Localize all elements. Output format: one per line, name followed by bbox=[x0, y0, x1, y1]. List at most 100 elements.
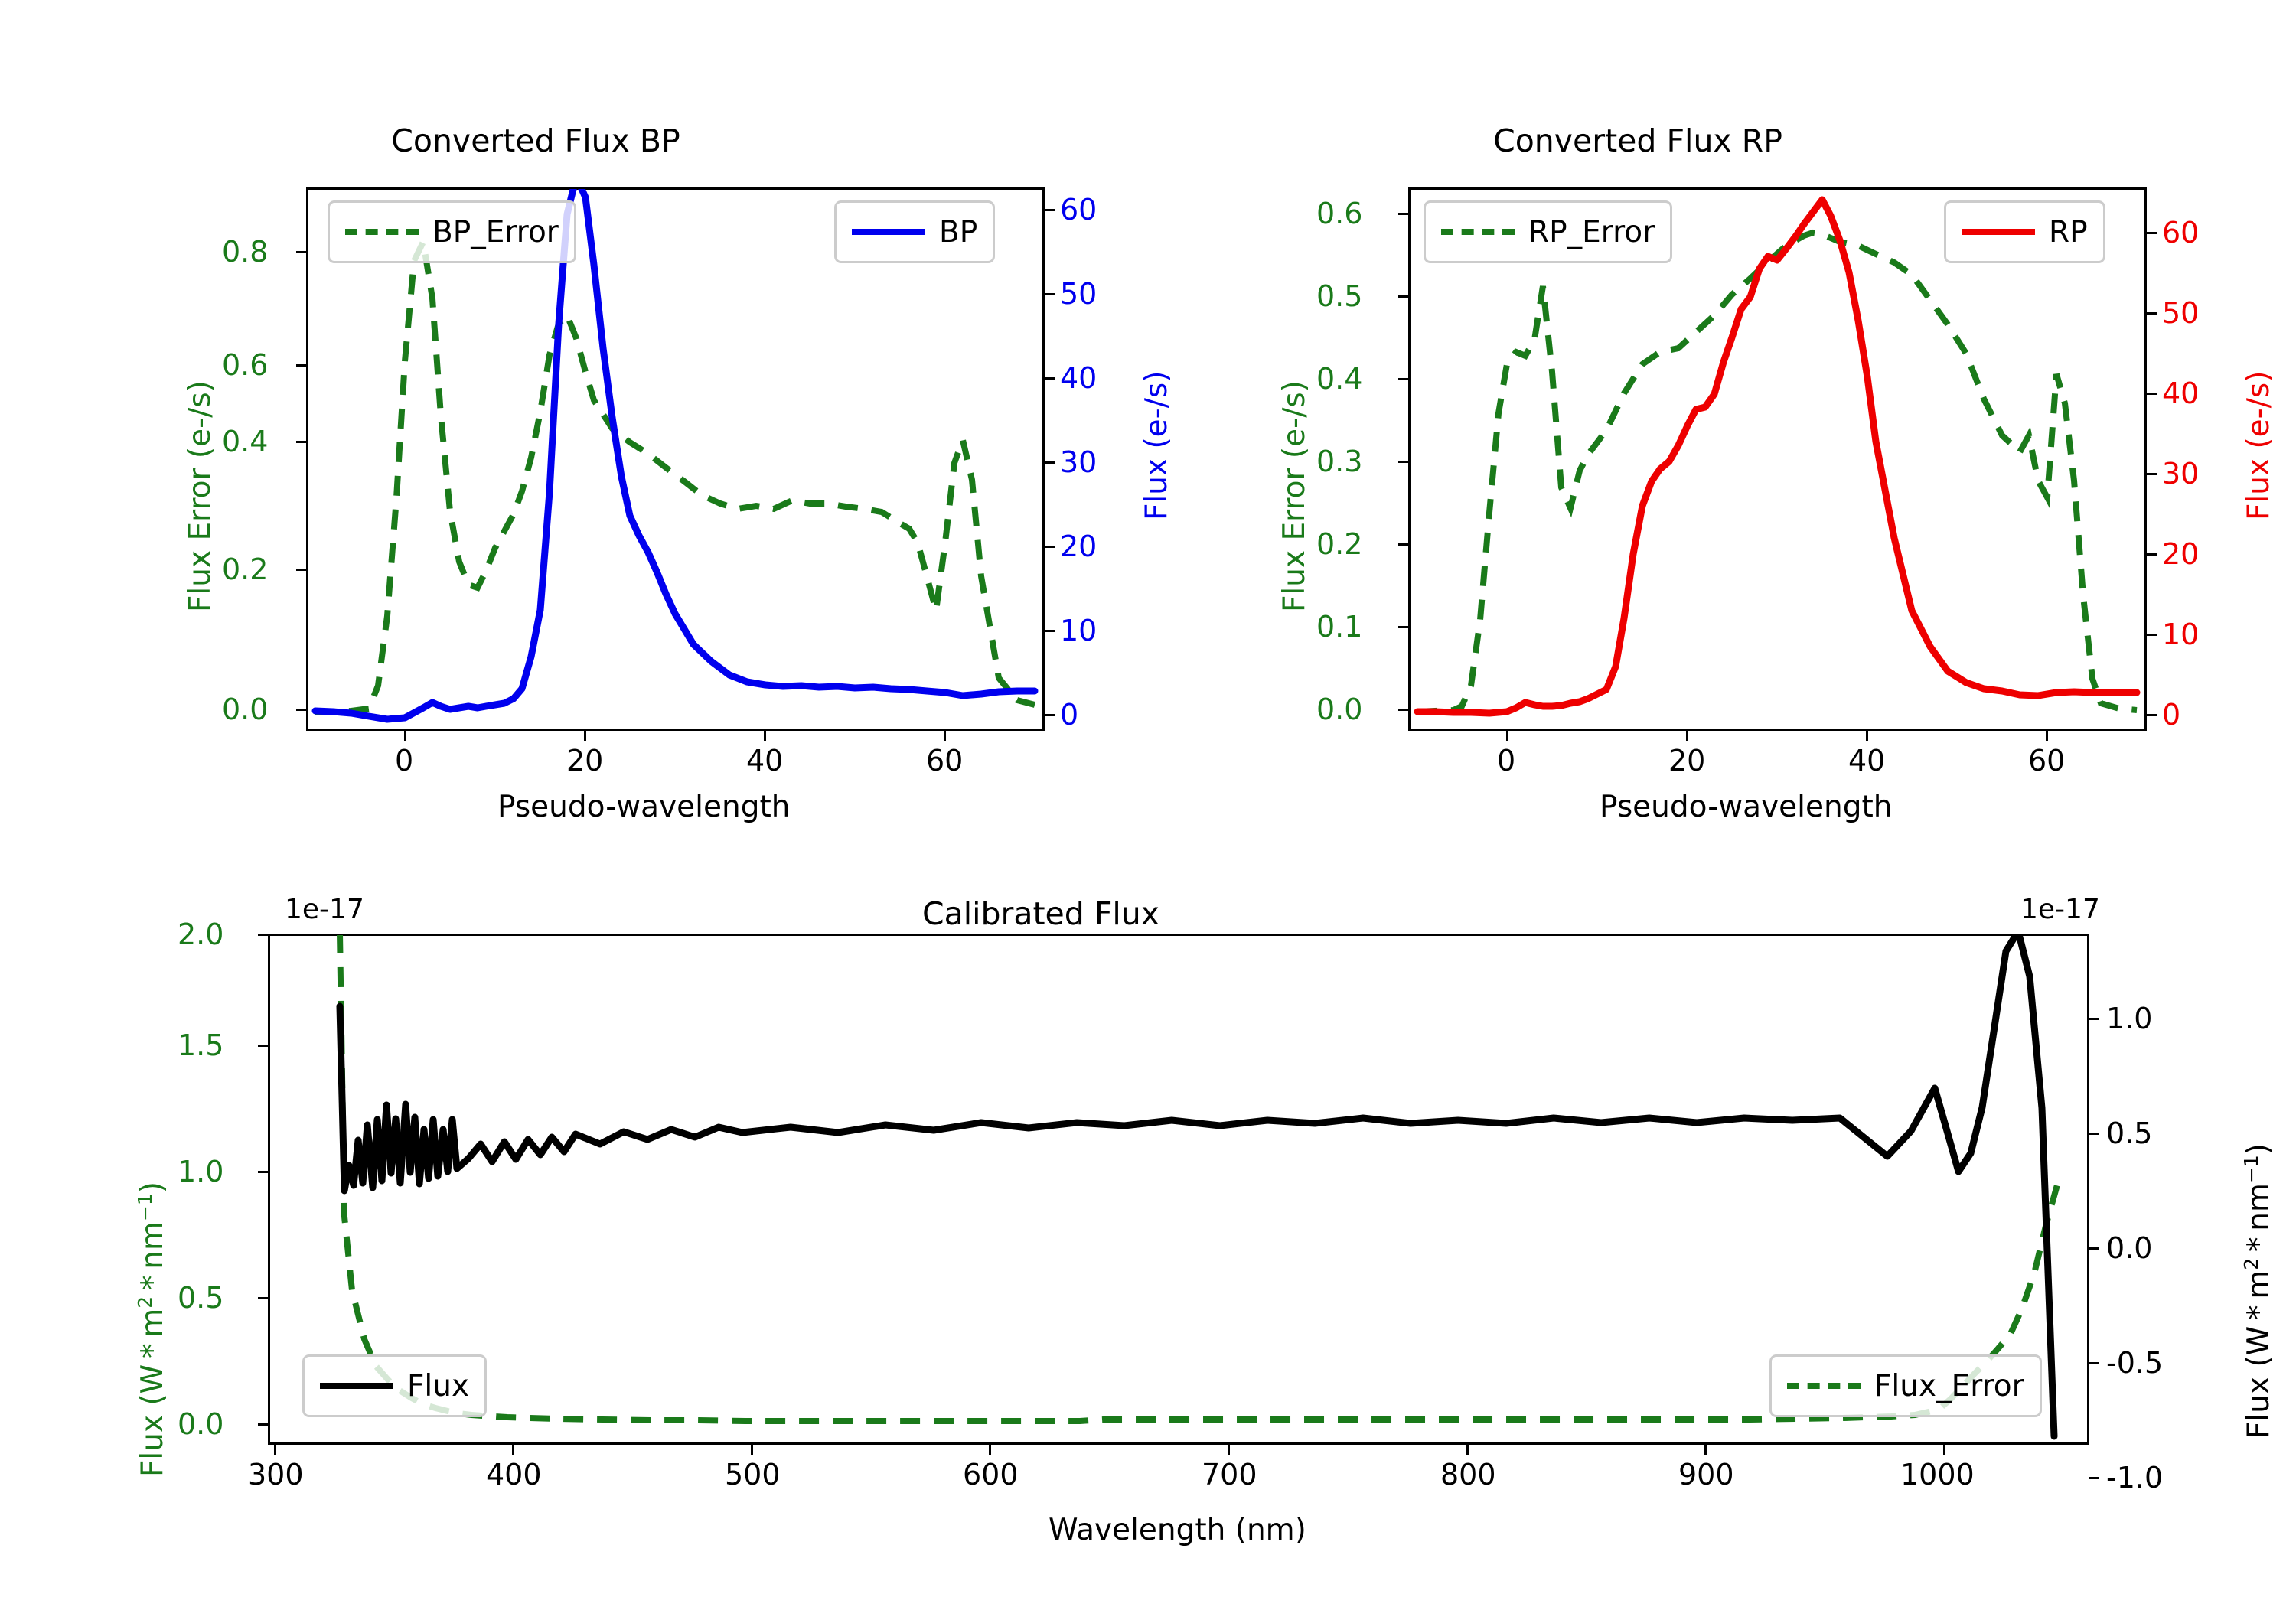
cal-xtick-mark-3 bbox=[989, 1445, 991, 1455]
cal-ytick-mark-left-0 bbox=[258, 1423, 268, 1426]
bp-ytick-left-1: 0.2 bbox=[222, 553, 269, 586]
rp-ytick-left-4: 0.4 bbox=[1316, 362, 1363, 396]
bp-error-legend-label: BP_Error bbox=[432, 214, 559, 249]
rp-ytick-left-0: 0.0 bbox=[1316, 693, 1363, 726]
bp-xtick-mark-0 bbox=[404, 731, 406, 741]
rp-ytick-mark-left-3 bbox=[1398, 461, 1408, 463]
rp-ytick-mark-right-0 bbox=[2147, 714, 2157, 716]
cal-ytick-right-2: 0.0 bbox=[2106, 1231, 2153, 1265]
rp-xtick-2: 40 bbox=[1848, 744, 1886, 777]
bp-ytick-right-0: 0 bbox=[1060, 698, 1079, 732]
rp-xlabel: Pseudo-wavelength bbox=[1600, 790, 1893, 824]
cal-ytick-mark-right-2 bbox=[2089, 1247, 2099, 1250]
cal-ytick-mark-left-2 bbox=[258, 1171, 268, 1173]
cal-ytick-right-3: 0.5 bbox=[2106, 1116, 2153, 1150]
calibrated-plot-curves bbox=[336, 935, 2061, 1440]
bp-ytick-right-6: 60 bbox=[1060, 193, 1097, 227]
calibrated-offset-left: 1e-17 bbox=[285, 894, 364, 925]
cal-ytick-mark-left-1 bbox=[258, 1297, 268, 1299]
cal-xtick-3: 600 bbox=[963, 1458, 1019, 1491]
cal-ytick-mark-right-0 bbox=[2089, 1477, 2099, 1479]
calibrated-legend-flux[interactable]: Flux bbox=[302, 1354, 488, 1417]
panel-converted-flux-bp: Converted Flux BP 0.0 0.2 0.4 0.6 0.8 Fl… bbox=[0, 0, 1194, 834]
rp-flux-curve bbox=[1414, 196, 2141, 717]
bp-ytick-right-2: 20 bbox=[1060, 530, 1097, 563]
bp-xtick-0: 0 bbox=[395, 744, 414, 777]
cal-xtick-0: 300 bbox=[248, 1458, 304, 1491]
bp-legend-error[interactable]: BP_Error bbox=[328, 200, 576, 263]
rp-ytick-right-3: 30 bbox=[2162, 457, 2200, 491]
bp-ytick-mark-left-4 bbox=[296, 251, 306, 253]
rp-ytick-right-2: 20 bbox=[2162, 537, 2200, 571]
rp-ytick-mark-left-4 bbox=[1398, 378, 1408, 380]
bp-ytick-mark-right-5 bbox=[1045, 293, 1055, 295]
cal-ytick-mark-right-1 bbox=[2089, 1362, 2099, 1364]
calibrated-offset-right: 1e-17 bbox=[2020, 894, 2100, 925]
rp-flux-legend-swatch bbox=[1962, 229, 2035, 235]
cal-xtick-7: 1000 bbox=[1900, 1458, 1975, 1491]
rp-xtick-mark-3 bbox=[2046, 731, 2048, 741]
cal-ytick-mark-left-3 bbox=[258, 1045, 268, 1047]
calibrated-legend-error[interactable]: Flux_Error bbox=[1769, 1354, 2042, 1417]
bp-ytick-mark-right-6 bbox=[1045, 209, 1055, 211]
bp-xtick-1: 20 bbox=[566, 744, 604, 777]
rp-axes-frame bbox=[1408, 187, 2147, 731]
cal-xtick-mark-0 bbox=[274, 1445, 276, 1455]
bp-ytick-mark-left-3 bbox=[296, 364, 306, 367]
rp-error-curve bbox=[1417, 229, 2138, 715]
bp-ytick-mark-right-1 bbox=[1045, 630, 1055, 632]
rp-ytick-mark-left-2 bbox=[1398, 543, 1408, 546]
rp-xtick-1: 20 bbox=[1668, 744, 1706, 777]
bp-ytick-mark-left-1 bbox=[296, 569, 306, 571]
cal-xtick-mark-7 bbox=[1943, 1445, 1945, 1455]
bp-ytick-right-1: 10 bbox=[1060, 614, 1097, 647]
bp-ytick-right-4: 40 bbox=[1060, 361, 1097, 395]
cal-xtick-6: 900 bbox=[1678, 1458, 1734, 1491]
calibrated-flux-legend-label: Flux bbox=[407, 1368, 470, 1403]
rp-ytick-mark-right-3 bbox=[2147, 473, 2157, 475]
rp-ytick-right-6: 60 bbox=[2162, 216, 2200, 249]
cal-ytick-right-4: 1.0 bbox=[2106, 1002, 2153, 1035]
cal-ytick-left-1: 0.5 bbox=[178, 1281, 224, 1315]
bp-ytick-mark-left-0 bbox=[296, 709, 306, 711]
bp-error-curve bbox=[315, 231, 1036, 715]
cal-ytick-left-3: 1.5 bbox=[178, 1028, 224, 1062]
calibrated-flux-legend-swatch bbox=[320, 1383, 393, 1389]
bp-ytick-mark-right-4 bbox=[1045, 377, 1055, 380]
calibrated-flux-error-curve bbox=[337, 935, 2061, 1424]
cal-ytick-left-2: 1.0 bbox=[178, 1155, 224, 1188]
rp-ytick-left-2: 0.2 bbox=[1316, 527, 1363, 561]
cal-ytick-mark-left-4 bbox=[258, 934, 268, 936]
panel-calibrated-flux: Calibrated Flux 1e-17 1e-17 0.0 0.5 1.0 … bbox=[0, 834, 2296, 1607]
rp-ytick-mark-right-6 bbox=[2147, 232, 2157, 234]
rp-legend-error[interactable]: RP_Error bbox=[1424, 200, 1673, 263]
cal-xtick-mark-2 bbox=[751, 1445, 753, 1455]
rp-error-legend-label: RP_Error bbox=[1528, 214, 1655, 249]
calibrated-flux-curve bbox=[336, 935, 2058, 1440]
rp-error-legend-swatch bbox=[1441, 229, 1515, 235]
rp-flux-legend-label: RP bbox=[2049, 214, 2088, 249]
cal-xtick-5: 800 bbox=[1440, 1458, 1496, 1491]
rp-ytick-right-4: 40 bbox=[2162, 376, 2200, 410]
calibrated-panel-title: Calibrated Flux bbox=[921, 895, 1160, 932]
cal-ytick-mark-right-3 bbox=[2089, 1133, 2099, 1135]
bp-xtick-2: 40 bbox=[746, 744, 784, 777]
cal-xtick-1: 400 bbox=[486, 1458, 542, 1491]
cal-xtick-mark-6 bbox=[1704, 1445, 1707, 1455]
calibrated-xlabel: Wavelength (nm) bbox=[1049, 1513, 1306, 1547]
rp-plot-curves bbox=[1414, 196, 2141, 717]
panel-converted-flux-rp: Converted Flux RP 0.0 0.1 0.2 0.3 0.4 0.… bbox=[1102, 0, 2296, 834]
rp-legend-flux[interactable]: RP bbox=[1944, 200, 2105, 263]
bp-plot-curves bbox=[311, 189, 1039, 723]
rp-xtick-mark-1 bbox=[1686, 731, 1688, 741]
bp-legend-flux[interactable]: BP bbox=[834, 200, 996, 263]
rp-ytick-right-5: 50 bbox=[2162, 296, 2200, 330]
rp-ytick-left-5: 0.5 bbox=[1316, 279, 1363, 313]
cal-ytick-right-1: -0.5 bbox=[2106, 1346, 2164, 1380]
cal-xtick-2: 500 bbox=[725, 1458, 781, 1491]
cal-xtick-mark-1 bbox=[512, 1445, 514, 1455]
bp-xtick-mark-3 bbox=[944, 731, 946, 741]
cal-ytick-left-0: 0.0 bbox=[178, 1407, 224, 1441]
rp-xtick-mark-0 bbox=[1506, 731, 1508, 741]
